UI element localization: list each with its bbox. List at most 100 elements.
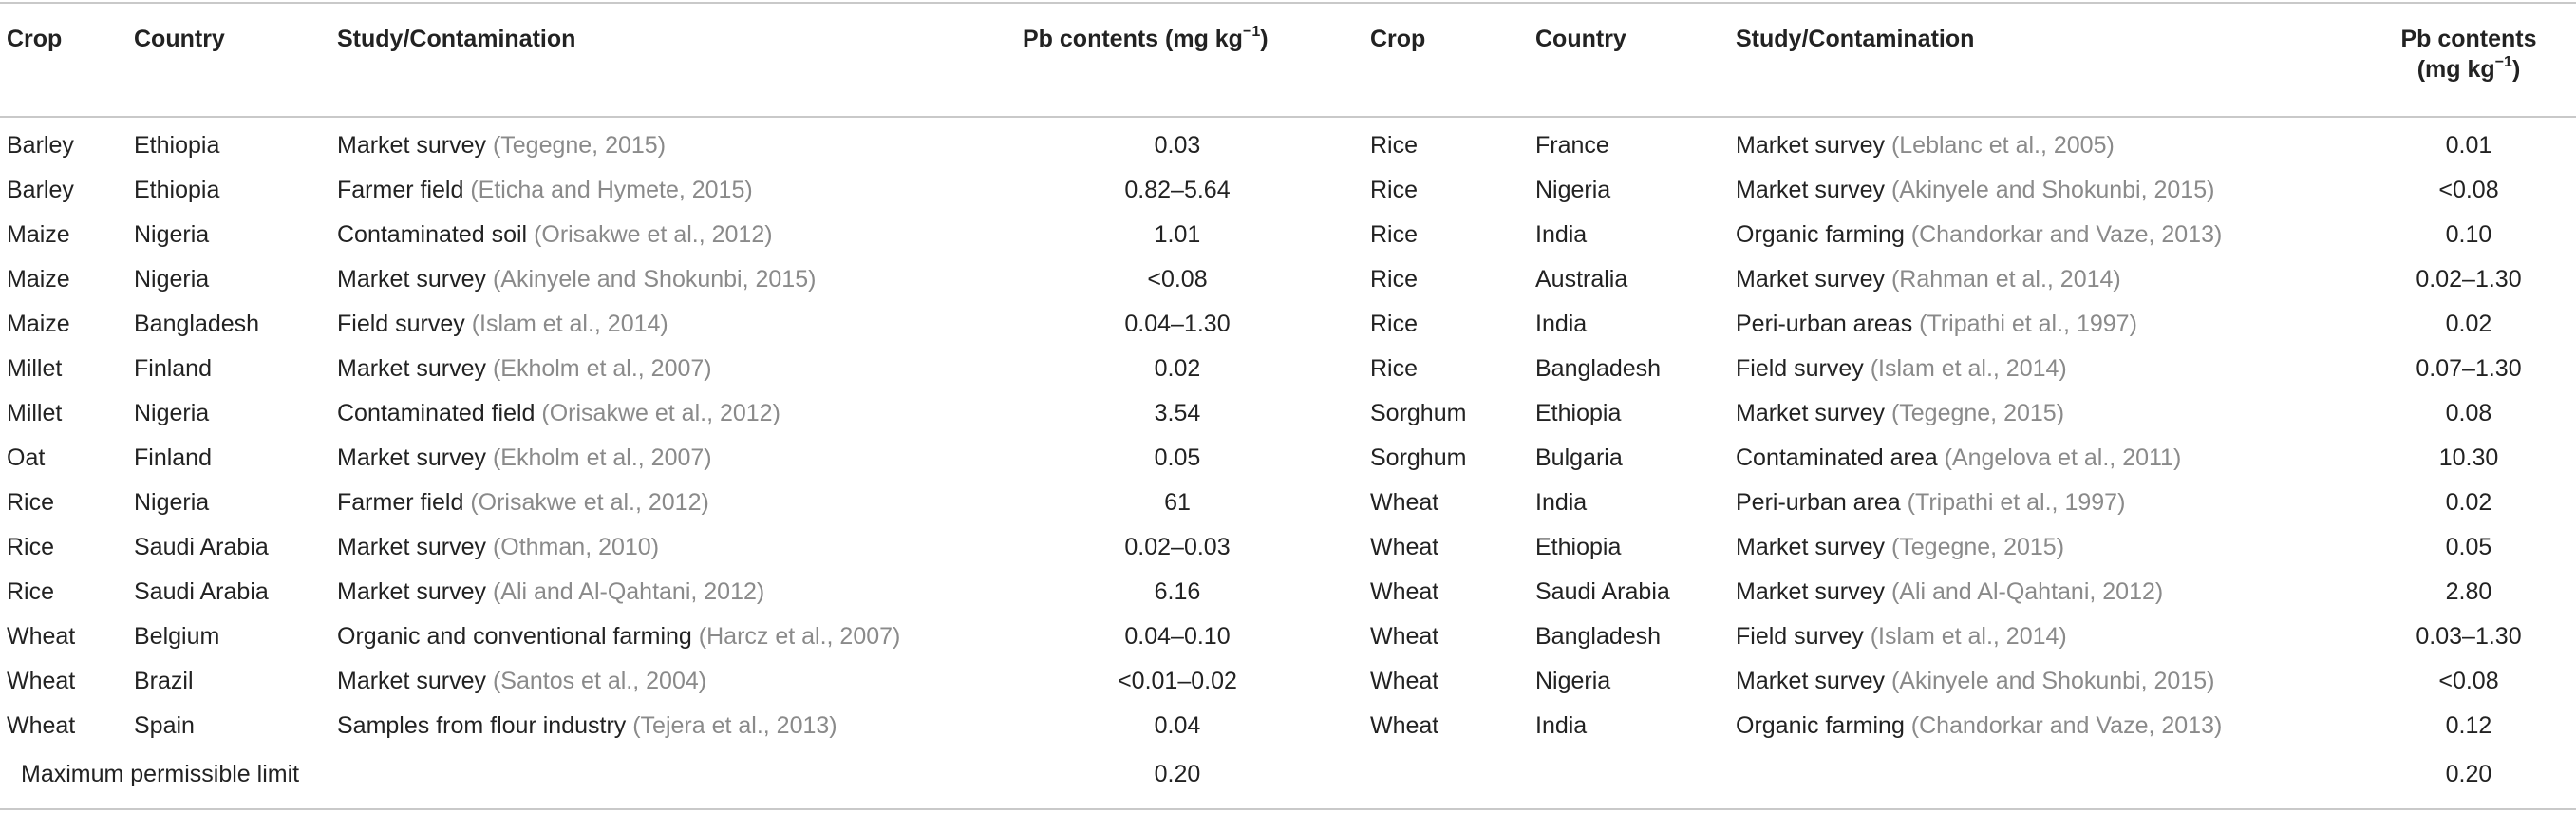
cell-crop: Maize <box>7 221 70 248</box>
cell-pb: 0.04–1.30 <box>1124 311 1231 337</box>
cell-crop: Barley <box>7 177 74 203</box>
citation-link[interactable]: (Ali and Al-Qahtani, 2012) <box>492 578 765 605</box>
cell-pb: <0.08 <box>2438 668 2499 694</box>
citation-link[interactable]: (Tripathi et al., 1997) <box>1919 311 2137 337</box>
cell-study: Organic and conventional farming (Harcz … <box>337 621 900 652</box>
table-top-rule <box>0 2 2576 4</box>
cell-study: Samples from flour industry (Tejera et a… <box>337 710 837 741</box>
citation-link[interactable]: (Ekholm et al., 2007) <box>492 444 712 471</box>
header-pb-right: Pb contents (mg kg−1) <box>2364 24 2573 85</box>
cell-country: India <box>1535 221 1588 248</box>
cell-pb: <0.08 <box>1147 266 1208 293</box>
citation-link[interactable]: (Islam et al., 2014) <box>471 311 668 337</box>
citation-link[interactable]: (Angelova et al., 2011) <box>1944 444 2182 471</box>
citation-link[interactable]: (Chandorkar and Vaze, 2013) <box>1910 221 2223 248</box>
cell-crop: Rice <box>7 578 55 605</box>
citation-link[interactable]: (Harcz et al., 2007) <box>698 623 901 650</box>
cell-country: Brazil <box>134 668 194 694</box>
citation-link[interactable]: (Islam et al., 2014) <box>1870 355 2067 382</box>
cell-study: Market survey (Akinyele and Shokunbi, 20… <box>1736 175 2214 205</box>
cell-crop: Rice <box>7 534 55 560</box>
citation-link[interactable]: (Akinyele and Shokunbi, 2015) <box>492 266 817 293</box>
citation-link[interactable]: (Leblanc et al., 2005) <box>1890 132 2115 159</box>
header-country-right: Country <box>1535 26 1626 52</box>
cell-crop: Millet <box>7 400 63 426</box>
study-text: Market survey <box>1736 400 1891 426</box>
citation-link[interactable]: (Islam et al., 2014) <box>1870 623 2067 650</box>
citation-link[interactable]: (Tegegne, 2015) <box>1890 534 2065 560</box>
header-pb-right-sup: −1 <box>2494 53 2512 70</box>
citation-link[interactable]: (Tegegne, 2015) <box>1890 400 2065 426</box>
cell-crop: Wheat <box>1370 489 1439 516</box>
study-text: Market survey <box>1736 266 1891 293</box>
cell-country: Ethiopia <box>1535 534 1622 560</box>
cell-study: Farmer field (Orisakwe et al., 2012) <box>337 487 709 518</box>
max-limit-label: Maximum permissible limit <box>21 761 300 787</box>
cell-pb: 6.16 <box>1154 578 1201 605</box>
cell-crop: Rice <box>1370 221 1419 248</box>
cell-country: Nigeria <box>134 221 210 248</box>
cell-study: Peri-urban areas (Tripathi et al., 1997) <box>1736 309 2137 339</box>
cell-country: Nigeria <box>134 489 210 516</box>
cell-crop: Wheat <box>7 623 76 650</box>
cell-country: Nigeria <box>134 400 210 426</box>
cell-country: Bulgaria <box>1535 444 1623 471</box>
cell-pb: 0.02–1.30 <box>2416 266 2522 293</box>
study-text: Market survey <box>337 444 493 471</box>
cell-pb: 1.01 <box>1154 221 1201 248</box>
cell-study: Market survey (Akinyele and Shokunbi, 20… <box>337 264 816 294</box>
max-limit-right-value: 0.20 <box>2445 761 2492 787</box>
cell-crop: Rice <box>1370 311 1419 337</box>
citation-link[interactable]: (Othman, 2010) <box>492 534 660 560</box>
cell-country: Australia <box>1535 266 1628 293</box>
citation-link[interactable]: (Ekholm et al., 2007) <box>492 355 712 382</box>
cell-pb: 0.82–5.64 <box>1124 177 1231 203</box>
cell-pb: 0.02 <box>2445 311 2492 337</box>
table-bottom-rule <box>0 808 2576 810</box>
header-study-right: Study/Contamination <box>1736 26 1975 52</box>
citation-link[interactable]: (Orisakwe et al., 2012) <box>541 400 780 426</box>
cell-study: Market survey (Ekholm et al., 2007) <box>337 353 712 384</box>
cell-study: Field survey (Islam et al., 2014) <box>337 309 668 339</box>
cell-study: Contaminated area (Angelova et al., 2011… <box>1736 443 2181 473</box>
cell-crop: Rice <box>1370 177 1419 203</box>
cell-study: Field survey (Islam et al., 2014) <box>1736 353 2067 384</box>
cell-country: Belgium <box>134 623 220 650</box>
citation-link[interactable]: (Tejera et al., 2013) <box>632 712 837 739</box>
study-text: Organic farming <box>1736 221 1911 248</box>
citation-link[interactable]: (Rahman et al., 2014) <box>1890 266 2121 293</box>
header-country-left: Country <box>134 26 225 52</box>
cell-pb: 61 <box>1164 489 1191 516</box>
study-text: Market survey <box>1736 132 1891 159</box>
citation-link[interactable]: (Santos et al., 2004) <box>492 668 707 694</box>
cell-study: Farmer field (Eticha and Hymete, 2015) <box>337 175 753 205</box>
citation-link[interactable]: (Tegegne, 2015) <box>492 132 667 159</box>
citation-link[interactable]: (Chandorkar and Vaze, 2013) <box>1910 712 2223 739</box>
cell-study: Peri-urban area (Tripathi et al., 1997) <box>1736 487 2125 518</box>
cell-country: Saudi Arabia <box>1535 578 1670 605</box>
study-text: Samples from flour industry <box>337 712 633 739</box>
cell-study: Market survey (Santos et al., 2004) <box>337 666 706 696</box>
cell-country: Finland <box>134 444 212 471</box>
cell-study: Field survey (Islam et al., 2014) <box>1736 621 2067 652</box>
cell-pb: <0.08 <box>2438 177 2499 203</box>
citation-link[interactable]: (Tripathi et al., 1997) <box>1907 489 2126 516</box>
cell-pb: 10.30 <box>2438 444 2499 471</box>
max-limit-left-value: 0.20 <box>1154 761 1201 787</box>
study-text: Market survey <box>337 534 493 560</box>
citation-link[interactable]: (Ali and Al-Qahtani, 2012) <box>1890 578 2164 605</box>
citation-link[interactable]: (Akinyele and Shokunbi, 2015) <box>1890 177 2215 203</box>
citation-link[interactable]: (Eticha and Hymete, 2015) <box>470 177 753 203</box>
study-text: Market survey <box>337 266 493 293</box>
citation-link[interactable]: (Orisakwe et al., 2012) <box>534 221 773 248</box>
citation-link[interactable]: (Akinyele and Shokunbi, 2015) <box>1890 668 2215 694</box>
study-text: Farmer field <box>337 489 471 516</box>
header-pb-right-line1: Pb contents <box>2400 26 2537 52</box>
citation-link[interactable]: (Orisakwe et al., 2012) <box>470 489 709 516</box>
cell-country: Bangladesh <box>1535 623 1662 650</box>
study-text: Contaminated soil <box>337 221 535 248</box>
cell-pb: <0.01–0.02 <box>1118 668 1237 694</box>
study-text: Contaminated area <box>1736 444 1945 471</box>
cell-pb: 0.10 <box>2445 221 2492 248</box>
study-text: Market survey <box>1736 668 1891 694</box>
